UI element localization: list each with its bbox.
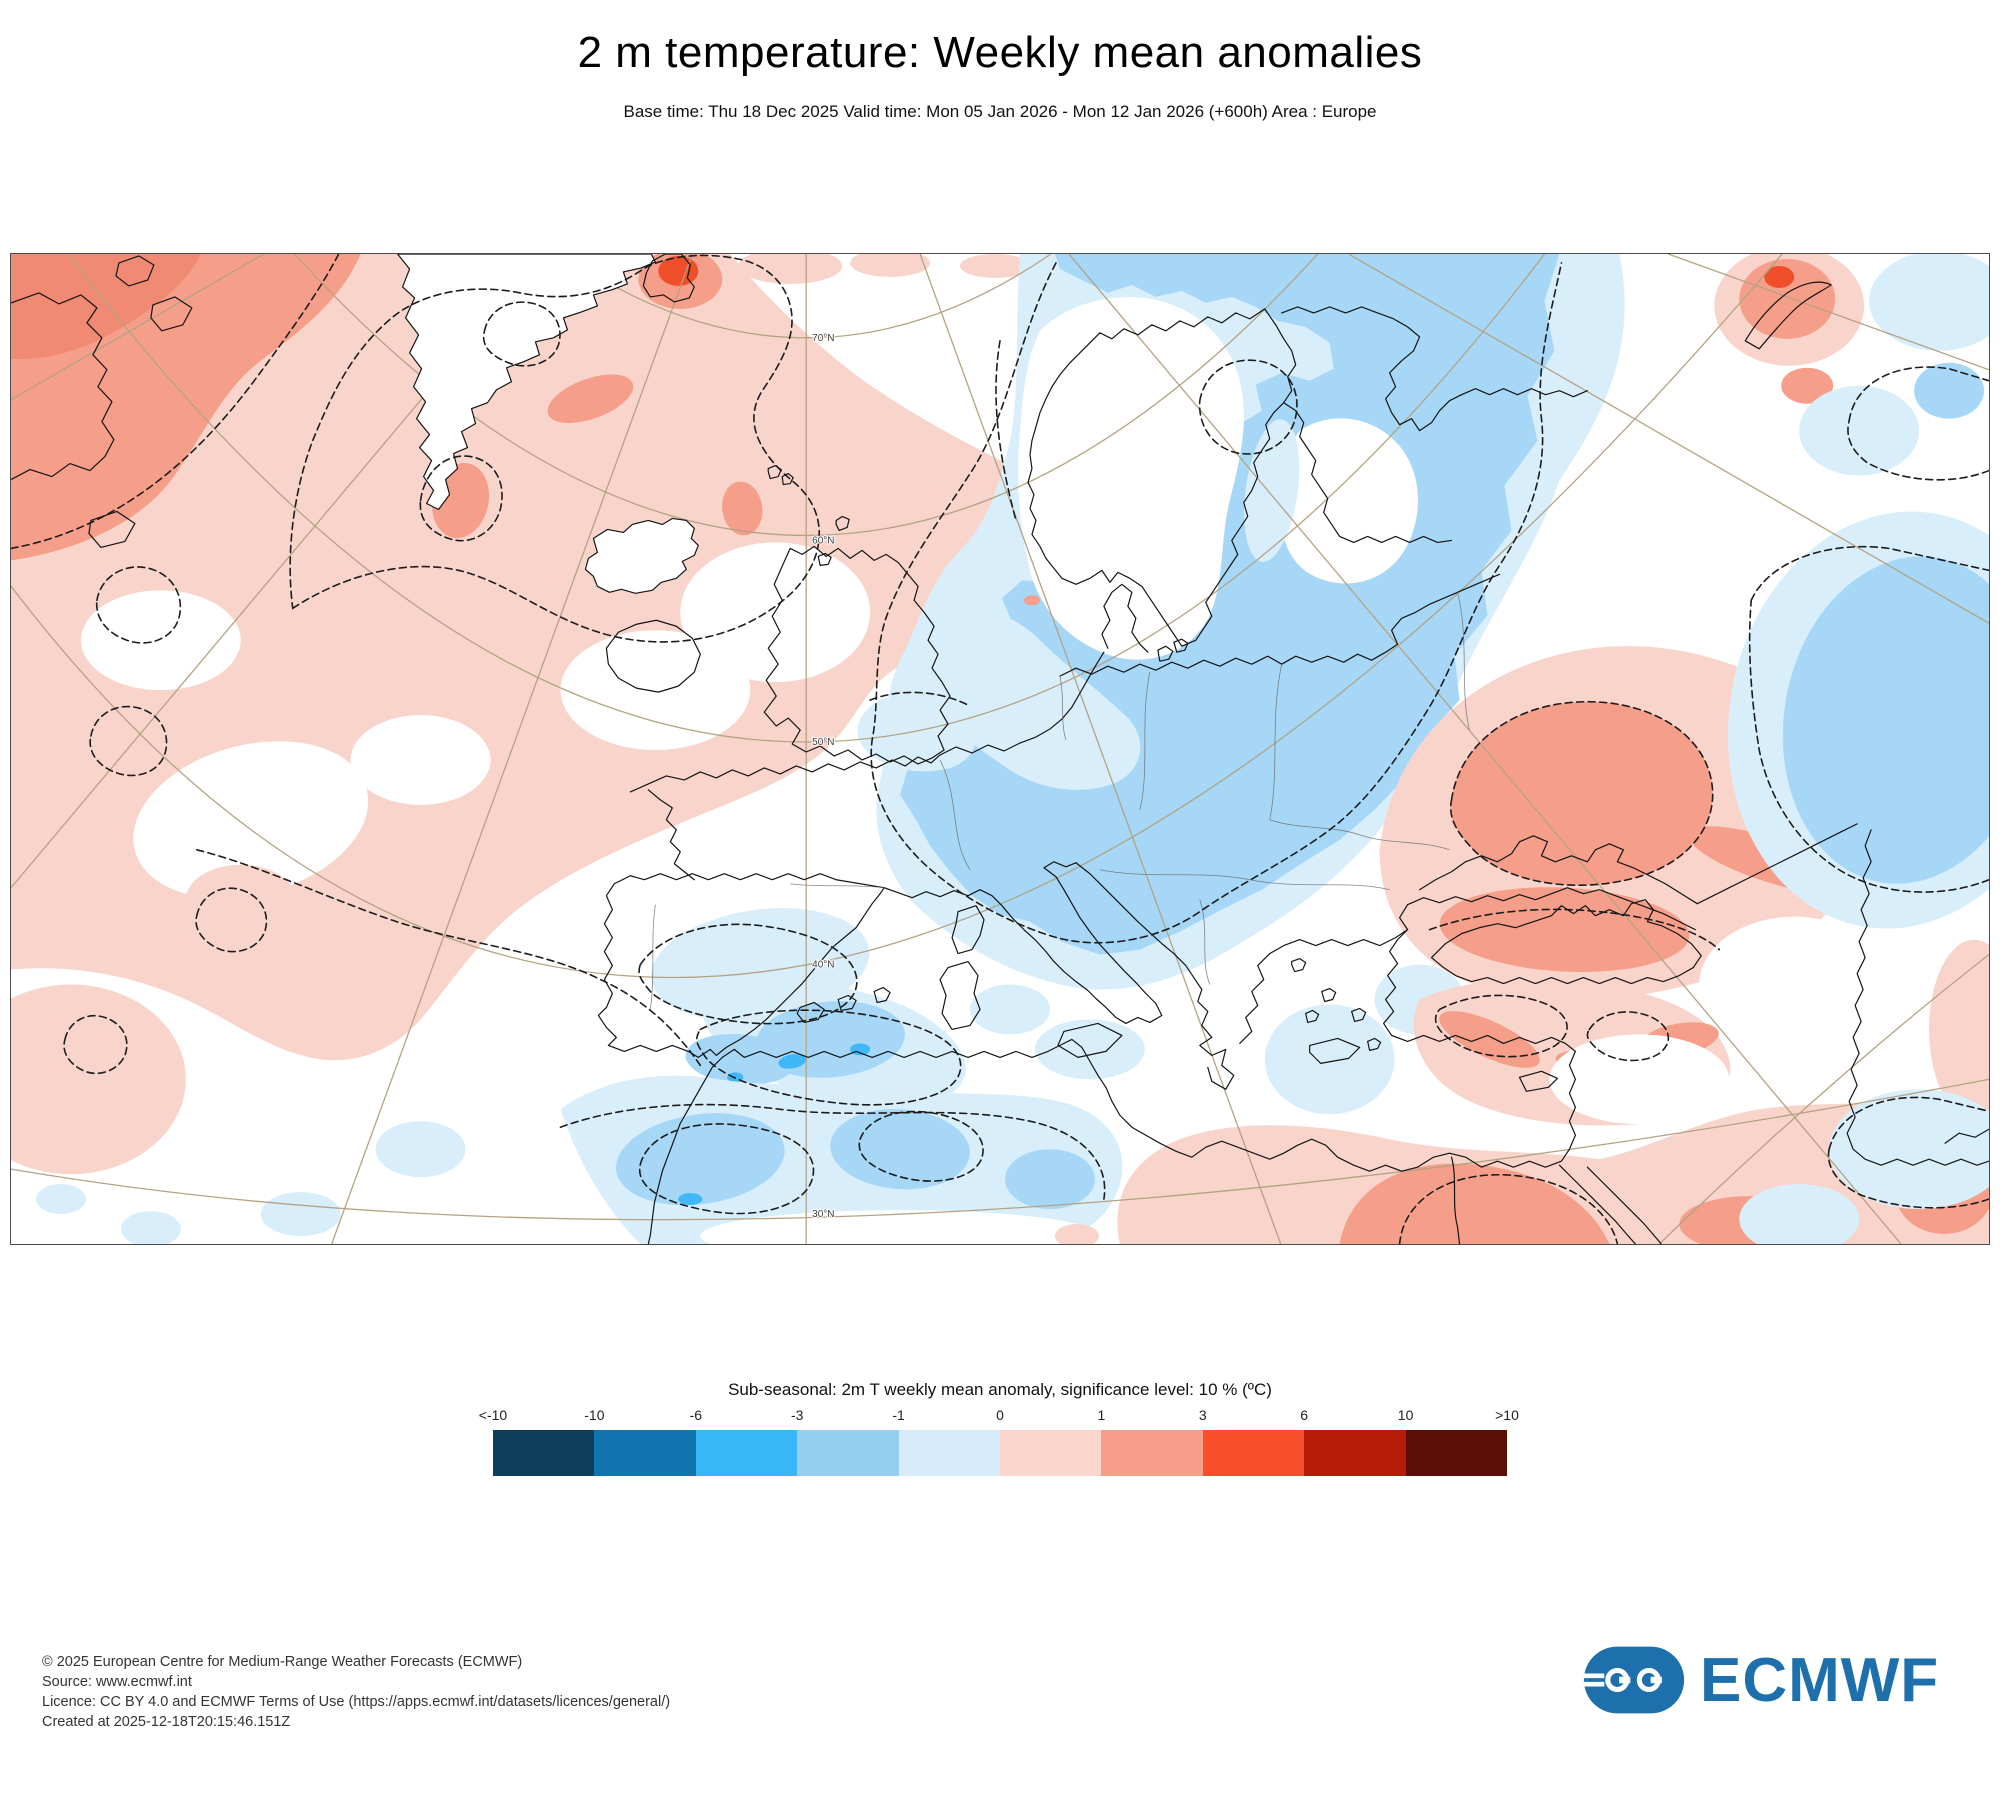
- legend-tick: 10: [1397, 1407, 1414, 1423]
- legend-tick: -10: [584, 1407, 605, 1423]
- legend-swatch: [493, 1430, 595, 1476]
- legend-tick: <-10: [478, 1407, 508, 1423]
- legend-tick: -3: [790, 1407, 804, 1423]
- lat-label-60n: 60°N: [812, 535, 834, 546]
- coastlines: [11, 254, 1989, 1244]
- footer-line: Licence: CC BY 4.0 and ECMWF Terms of Us…: [42, 1694, 671, 1710]
- footer-line: © 2025 European Centre for Medium-Range …: [42, 1654, 523, 1670]
- legend-tick: -6: [689, 1407, 703, 1423]
- legend-colorbar: [493, 1430, 1508, 1476]
- ecmwf-logo-text: ECMWF: [1700, 1645, 1940, 1715]
- legend-swatch: [898, 1430, 1001, 1476]
- legend-tick: 1: [1097, 1407, 1106, 1423]
- legend-swatch: [797, 1430, 899, 1476]
- lat-label-40n: 40°N: [812, 960, 834, 971]
- latitude-labels: 70°N 60°N 50°N 40°N 30°N: [811, 332, 835, 1221]
- footer-attribution: © 2025 European Centre for Medium-Range …: [42, 1652, 670, 1732]
- footer-line: Created at 2025-12-18T20:15:46.151Z: [42, 1714, 291, 1730]
- legend-swatch: [1101, 1430, 1203, 1476]
- map-canvas: 70°N 60°N 50°N 40°N 30°N: [11, 254, 1989, 1244]
- lat-label-30n: 30°N: [812, 1209, 834, 1220]
- legend-swatch: [594, 1430, 696, 1476]
- page-title: 2 m temperature: Weekly mean anomalies: [577, 28, 1423, 77]
- anomaly-fields: [11, 254, 1989, 1244]
- legend-tick: 0: [996, 1407, 1004, 1423]
- legend-tick: >10: [1495, 1407, 1519, 1423]
- legend-tick: 6: [1300, 1407, 1309, 1423]
- anomaly-map: 70°N 60°N 50°N 40°N 30°N: [10, 253, 1990, 1245]
- legend-swatch: [1304, 1430, 1406, 1476]
- significance-contours: [11, 254, 1989, 1244]
- country-borders: [649, 592, 1470, 1010]
- ecmwf-logo-mark: [1582, 1646, 1685, 1714]
- legend-tick: 3: [1198, 1407, 1207, 1423]
- lat-label-50n: 50°N: [812, 737, 834, 748]
- legend-tick: -1: [892, 1407, 905, 1423]
- legend-title: Sub-seasonal: 2m T weekly mean anomaly, …: [728, 1380, 1272, 1399]
- map-subtitle: Base time: Thu 18 Dec 2025 Valid time: M…: [623, 102, 1377, 121]
- lat-label-70n: 70°N: [812, 333, 834, 344]
- legend-swatch: [1000, 1430, 1102, 1476]
- ecmwf-logo: ECMWF: [1582, 1642, 1939, 1718]
- legend-ticks: <-10 -10 -6 -3 -1 0 1 3 6 10 >10: [479, 1407, 1519, 1423]
- footer-line: Source: www.ecmwf.int: [42, 1674, 192, 1690]
- legend-swatch: [1202, 1430, 1305, 1476]
- legend-swatch: [695, 1430, 798, 1476]
- legend-swatch: [1405, 1430, 1508, 1476]
